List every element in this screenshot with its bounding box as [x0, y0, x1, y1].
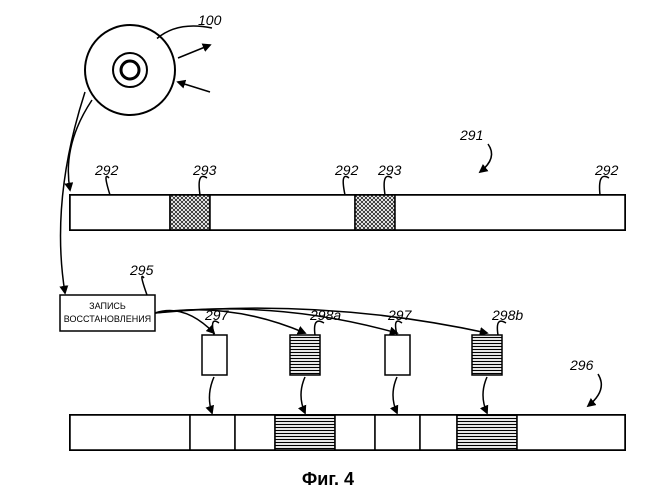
callout-291: 291: [459, 127, 483, 143]
bar2-seg: [420, 415, 457, 450]
arrow-mini-to-bar2: [209, 377, 214, 413]
mini-box: [472, 335, 502, 375]
callout-292: 292: [94, 162, 119, 178]
bar2-seg: [235, 415, 275, 450]
lead-line: [142, 276, 147, 295]
arrow-mini-to-bar2: [393, 377, 397, 413]
bar2-seg: [375, 415, 420, 450]
arrow-disc-to-bar: [68, 100, 92, 190]
bar1-seg: [70, 195, 170, 230]
arrow-mini-to-bar2: [483, 377, 487, 413]
lead-line: [384, 176, 392, 195]
bar2-seg: [517, 415, 625, 450]
mini-box: [290, 335, 320, 375]
disc-inner: [121, 61, 139, 79]
bar1-seg: [395, 195, 625, 230]
disc-arrow-in: [178, 82, 210, 92]
bar2-seg: [457, 415, 517, 450]
lead-line: [106, 176, 110, 195]
callout-298a: 298a: [309, 307, 341, 323]
bar1-seg: [170, 195, 210, 230]
callout-296: 296: [569, 357, 594, 373]
arrow-mini-to-bar2: [301, 377, 305, 413]
callout-293: 293: [377, 162, 402, 178]
mini-box: [202, 335, 227, 375]
lead-line: [497, 321, 506, 335]
lead-296: [588, 374, 601, 406]
callout-292: 292: [334, 162, 359, 178]
disc-arrow-out: [178, 45, 210, 58]
record-box-line2: ВОССТАНОВЛЕНИЯ: [64, 314, 151, 324]
figure-caption: Фиг. 4: [302, 469, 354, 489]
arrow-record-to-mini: [155, 310, 305, 333]
callout-295: 295: [129, 262, 154, 278]
bar2-seg: [275, 415, 335, 450]
lead-line: [396, 321, 402, 335]
callout-292: 292: [594, 162, 619, 178]
bar2-seg: [335, 415, 375, 450]
bar1-seg: [355, 195, 395, 230]
bar1-seg: [210, 195, 355, 230]
callout-298b: 298b: [491, 307, 523, 323]
lead-291: [480, 144, 492, 172]
callout-100: 100: [198, 12, 222, 28]
arrow-disc-to-record: [61, 92, 86, 293]
lead-line: [213, 321, 219, 335]
lead-line: [315, 321, 324, 335]
lead-line: [199, 176, 207, 195]
bar2-seg: [70, 415, 190, 450]
callout-297: 297: [204, 307, 230, 323]
lead-line: [343, 176, 349, 195]
bar2-seg: [190, 415, 235, 450]
lead-line: [600, 176, 609, 195]
callout-293: 293: [192, 162, 217, 178]
mini-box: [385, 335, 410, 375]
callout-297: 297: [387, 307, 413, 323]
record-box-line1: ЗАПИСЬ: [89, 301, 126, 311]
